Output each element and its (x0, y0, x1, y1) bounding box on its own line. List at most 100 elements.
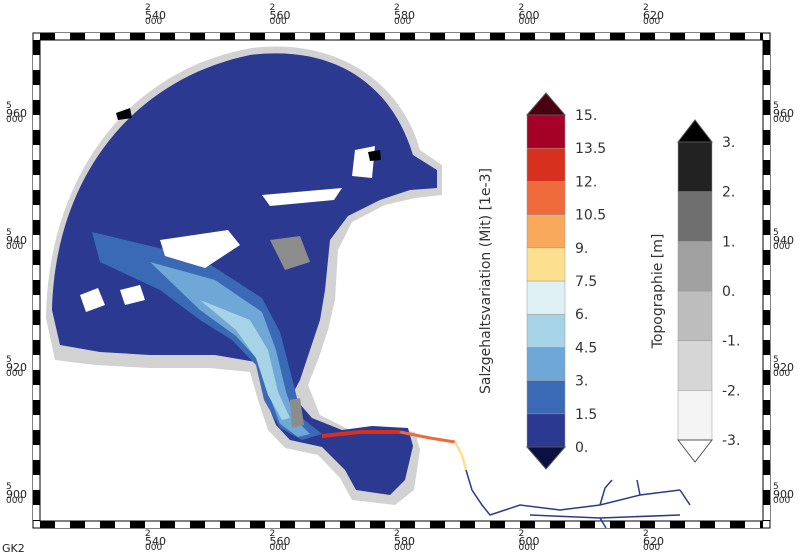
x-coord-label: 000 (145, 17, 162, 27)
stripe (370, 521, 385, 528)
stripe (55, 521, 70, 528)
stripe (40, 33, 55, 40)
x-coord-label: 2 (519, 3, 525, 13)
stripe (190, 521, 205, 528)
stripe (763, 295, 770, 310)
stripe (33, 40, 40, 55)
stripe (400, 33, 415, 40)
x-coord-label: 000 (519, 543, 536, 553)
stripe (580, 33, 595, 40)
y-coord-label: 5 (6, 101, 12, 111)
y-coord-label: 000 (6, 115, 23, 125)
stripe (340, 33, 355, 40)
y-coord-label: 900 (773, 488, 794, 501)
colorbar-under (676, 439, 714, 463)
stripe (763, 130, 770, 145)
colorbar-under (525, 446, 567, 470)
stripe (565, 33, 580, 40)
colorbar-tick-label: 9. (575, 241, 588, 257)
stripe (763, 55, 770, 70)
stripe (33, 490, 40, 505)
stripe (33, 505, 40, 520)
stripe (33, 235, 40, 250)
colorbar-tick-label: 0. (575, 440, 588, 456)
stripe (763, 265, 770, 280)
colorbar-tick-label: 6. (575, 307, 588, 323)
stripe (33, 265, 40, 280)
stripe (33, 415, 40, 430)
stripe (595, 33, 610, 40)
stripe (475, 521, 490, 528)
y-coord-label: 940 (773, 234, 794, 247)
y-coord-label: 5 (773, 355, 779, 365)
colorbar-tick-label: 10.5 (575, 208, 606, 224)
stripe (763, 40, 770, 55)
stripe (33, 445, 40, 460)
stripe (763, 400, 770, 415)
stripe (33, 370, 40, 385)
x-coord-label: 2 (643, 3, 649, 13)
stripe (33, 145, 40, 160)
stripe (763, 145, 770, 160)
colorbar-segment (526, 280, 566, 315)
x-coord-label: 000 (643, 543, 660, 553)
stripe (763, 430, 770, 445)
colorbar-tick-label: -3. (722, 433, 740, 449)
colorbar-segment (526, 114, 566, 149)
stripe (175, 33, 190, 40)
colorbar-segment (677, 191, 713, 242)
x-coord-label: 600 (519, 9, 540, 22)
x-coord-label: 2 (394, 3, 400, 13)
stripe (235, 521, 250, 528)
y-coord-label: 5 (6, 228, 12, 238)
y-coord-label: 920 (6, 361, 27, 374)
x-coord-label: 560 (270, 9, 291, 22)
y-coord-label: 920 (773, 361, 794, 374)
y-coord-label: 000 (6, 369, 23, 379)
x-coord-label: 2 (145, 3, 151, 13)
stripe (760, 521, 763, 528)
x-coord-label: 000 (643, 17, 660, 27)
stripe (310, 33, 325, 40)
x-coord-label: 580 (394, 9, 415, 22)
stripe (33, 475, 40, 490)
colorbar-segment (526, 181, 566, 215)
stripe (763, 520, 770, 521)
stripe (100, 521, 115, 528)
stripe (610, 521, 625, 528)
stripe (160, 33, 175, 40)
stripe (580, 521, 595, 528)
stripe (265, 33, 280, 40)
stripe (33, 130, 40, 145)
y-coord-label: 000 (773, 496, 790, 506)
stripe (763, 175, 770, 190)
stripe (310, 521, 325, 528)
stripe (760, 33, 763, 40)
x-coord-label: 600 (519, 535, 540, 548)
x-coord-label: 000 (270, 543, 287, 553)
stripe (715, 521, 730, 528)
stripe (70, 33, 85, 40)
stripe (505, 33, 520, 40)
y-coord-label: 5 (773, 101, 779, 111)
stripe (33, 85, 40, 100)
stripe (205, 33, 220, 40)
stripe (763, 325, 770, 340)
stripe (763, 250, 770, 265)
y-coord-label: 000 (6, 242, 23, 252)
stripe (730, 33, 745, 40)
colorbar-segment (526, 247, 566, 282)
stripe (430, 33, 445, 40)
stripe (145, 33, 160, 40)
y-coord-label: 5 (6, 355, 12, 365)
x-coord-label: 540 (145, 535, 166, 548)
stripe (115, 33, 130, 40)
stripe (40, 521, 55, 528)
stripe (763, 235, 770, 250)
stripe (250, 521, 265, 528)
stripe (655, 33, 670, 40)
stripe (220, 521, 235, 528)
stripe (250, 33, 265, 40)
colorbar-tick-label: 15. (575, 108, 597, 124)
x-coord-label: 000 (394, 543, 411, 553)
